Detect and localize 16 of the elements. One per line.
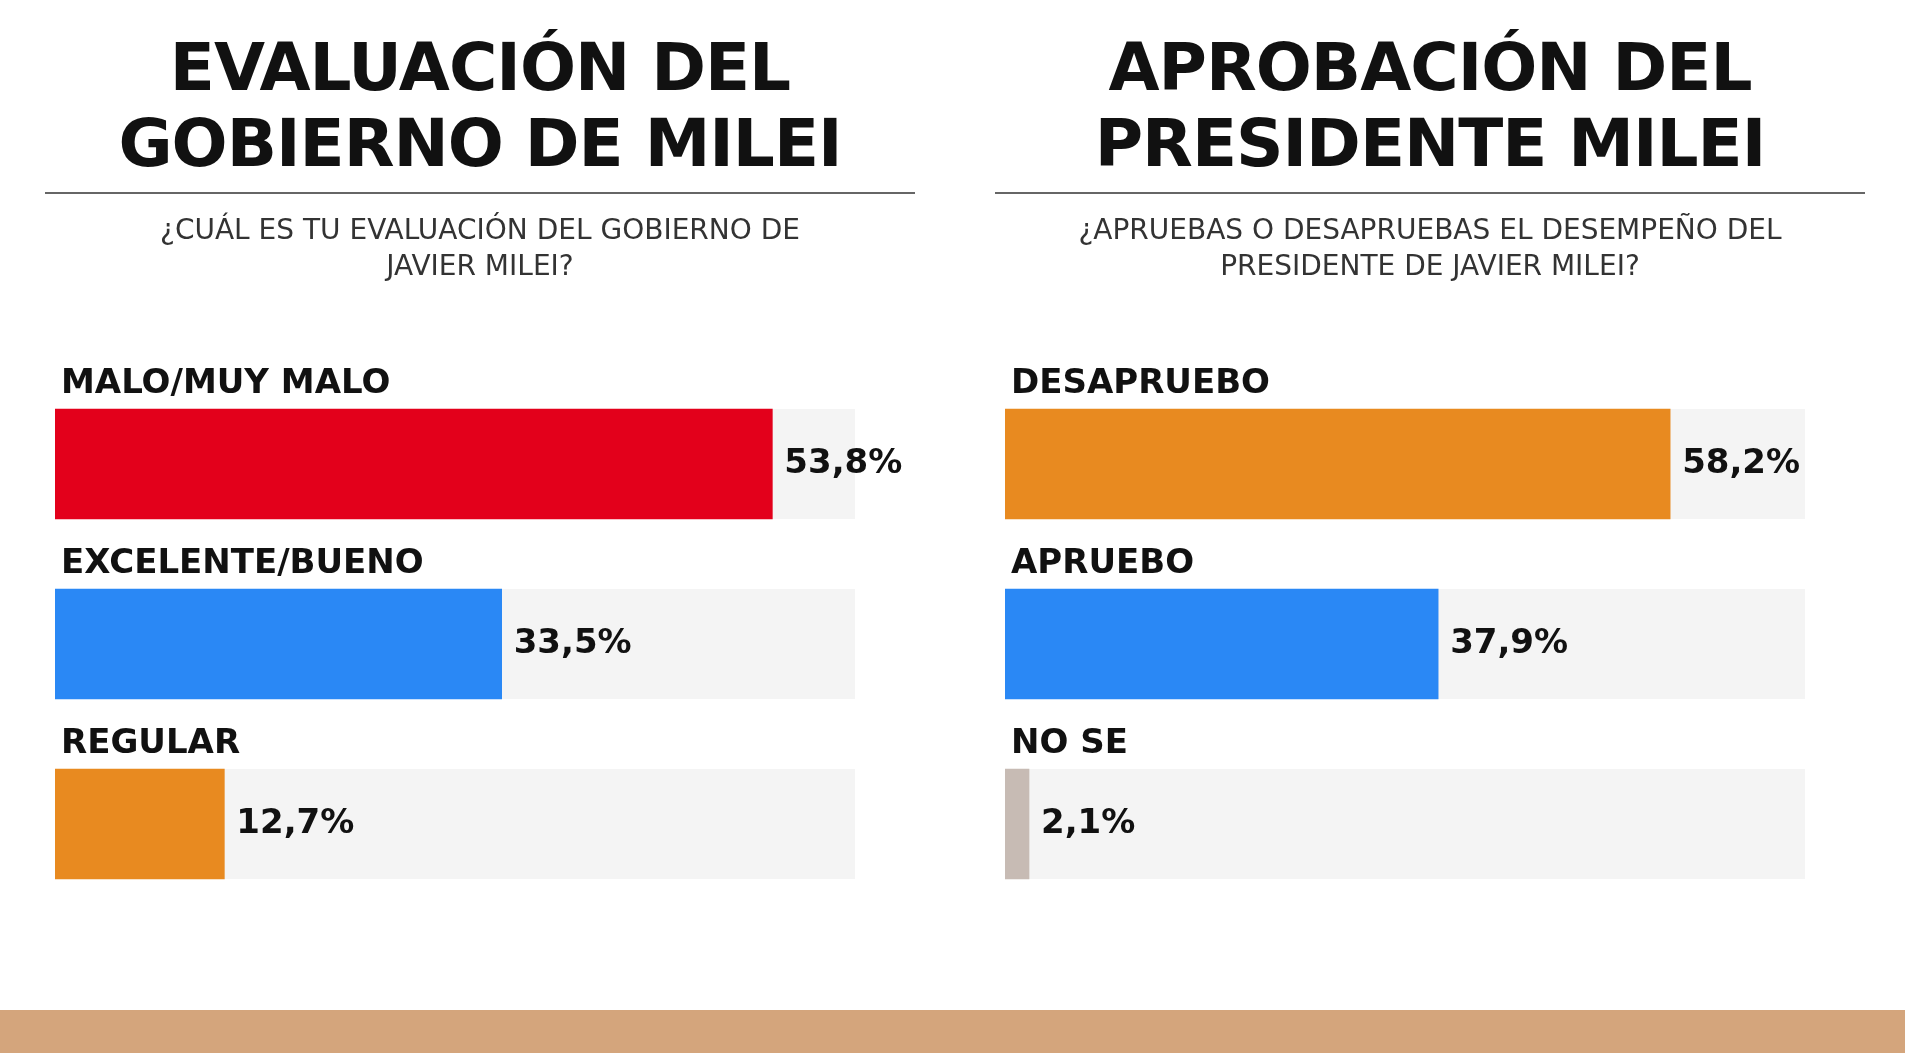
chart-subtitle: ¿APRUEBAS O DESAPRUEBAS EL DESEMPEÑO DEL PRESIDENTE DE JAVIER MILEI? (1077, 212, 1783, 284)
chart-subtitle: ¿CUÁL ES TU EVALUACIÓN DEL GOBIERNO DE JAVIER MILEI? (159, 212, 801, 284)
data-label: 2,1% (1041, 800, 1136, 841)
data-label: 37,9% (1450, 620, 1569, 661)
y-tick-label: NO SE (1011, 721, 1128, 761)
y-tick-label: MALO/MUY MALO (61, 361, 391, 401)
y-tick-label: APRUEBO (1011, 541, 1195, 581)
chart-title: EVALUACIÓN DEL GOBIERNO DE MILEI (45, 29, 915, 194)
y-tick-label: EXCELENTE/BUENO (61, 541, 424, 581)
data-label: 58,2% (1682, 440, 1801, 481)
y-tick-label: REGULAR (61, 721, 241, 761)
data-label: 53,8% (784, 440, 903, 481)
data-label: 12,7% (236, 800, 355, 841)
chart-title: APROBACIÓN DEL PRESIDENTE MILEI (995, 29, 1865, 194)
data-label: 33,5% (513, 620, 632, 661)
y-tick-label: DESAPRUEBO (1011, 361, 1271, 401)
